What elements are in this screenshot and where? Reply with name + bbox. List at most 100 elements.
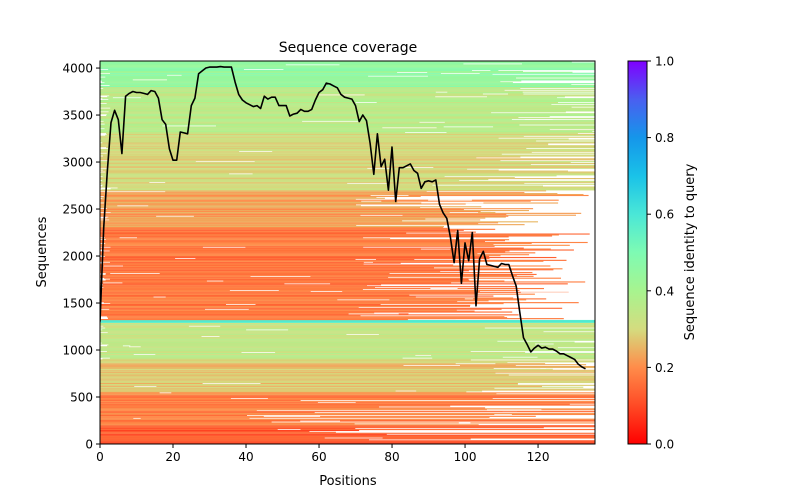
x-tick-label: 0 <box>96 450 104 464</box>
heatmap-row <box>100 110 595 112</box>
heatmap-row <box>100 162 571 164</box>
heatmap-row <box>100 359 471 361</box>
heatmap-row <box>100 236 509 238</box>
heatmap-row <box>100 397 595 399</box>
heatmap-gap <box>502 410 518 412</box>
colorbar-label: Sequence identity to query <box>683 163 698 340</box>
heatmap-gap <box>119 237 137 239</box>
heatmap-row <box>100 178 489 181</box>
heatmap-row <box>100 264 454 266</box>
heatmap-row <box>100 428 356 430</box>
heatmap-row <box>103 202 559 204</box>
heatmap-row <box>100 88 595 90</box>
heatmap-row <box>100 265 551 267</box>
heatmap-gap <box>395 390 417 392</box>
heatmap-row <box>100 336 595 338</box>
heatmap-row <box>101 189 595 191</box>
heatmap-row <box>100 280 505 282</box>
heatmap-gap <box>229 173 253 175</box>
heatmap-row <box>100 229 464 231</box>
heatmap-row <box>100 165 595 167</box>
heatmap-gap <box>403 365 460 366</box>
heatmap-row <box>100 258 415 260</box>
heatmap-row <box>100 130 595 132</box>
heatmap-row <box>100 409 595 411</box>
heatmap-row <box>101 281 586 283</box>
heatmap-row <box>100 397 493 400</box>
heatmap-row <box>100 414 247 416</box>
heatmap-row <box>106 115 595 117</box>
heatmap-gap <box>103 265 123 267</box>
heatmap-gap <box>347 182 387 184</box>
heatmap-row <box>100 287 544 290</box>
heatmap-row <box>100 299 527 301</box>
coverage-line <box>100 65 586 370</box>
heatmap-row <box>109 308 502 310</box>
heatmap-row <box>100 89 505 91</box>
heatmap-row <box>100 355 595 357</box>
heatmap-gap <box>370 194 409 196</box>
heatmap-row <box>100 366 595 369</box>
heatmap-row <box>100 365 595 368</box>
heatmap-row <box>100 181 595 183</box>
heatmap-row <box>100 78 595 80</box>
heatmap-row <box>100 333 595 335</box>
heatmap-row <box>100 173 595 175</box>
heatmap-row <box>100 231 476 233</box>
heatmap-row <box>107 345 595 347</box>
heatmap-row <box>100 125 595 127</box>
heatmap-row <box>105 134 595 136</box>
heatmap-row <box>100 122 595 124</box>
heatmap-row <box>109 84 595 87</box>
colorbar-tick-label: 0.2 <box>655 361 674 375</box>
heatmap-gap <box>149 181 166 183</box>
heatmap-row <box>100 225 444 228</box>
y-tick-label: 0 <box>85 438 93 452</box>
heatmap-row <box>100 350 595 352</box>
heatmap-row <box>100 379 595 381</box>
y-tick-label: 2000 <box>62 250 93 264</box>
heatmap-row <box>100 214 576 216</box>
heatmap-row <box>100 291 569 293</box>
heatmap-row <box>100 223 479 225</box>
heatmap-row <box>100 381 595 383</box>
heatmap-row <box>100 270 469 272</box>
heatmap-row <box>100 309 457 311</box>
heatmap-row <box>100 321 595 323</box>
heatmap-row <box>100 440 595 442</box>
heatmap-row <box>100 297 514 299</box>
heatmap-row <box>100 175 557 177</box>
heatmap-row <box>103 155 595 157</box>
heatmap-row <box>107 332 595 334</box>
heatmap-gap <box>285 64 340 66</box>
heatmap-gap <box>494 413 512 415</box>
heatmap-row <box>100 65 595 67</box>
coverage-heatmap <box>100 61 595 444</box>
heatmap-row <box>100 159 595 161</box>
heatmap-row <box>100 428 595 431</box>
colorbar-tick-label: 0.6 <box>655 208 674 222</box>
heatmap-gap <box>435 91 448 93</box>
heatmap-row <box>100 108 595 110</box>
heatmap-row <box>101 255 501 257</box>
heatmap-gap <box>167 74 182 76</box>
heatmap-gap <box>205 308 249 310</box>
heatmap-row <box>100 364 587 366</box>
heatmap-row <box>100 289 520 291</box>
heatmap-row <box>100 118 525 120</box>
colorbar-tick-label: 0.0 <box>655 438 674 452</box>
heatmap-gap <box>229 289 279 291</box>
heatmap-row <box>100 283 568 285</box>
heatmap-row <box>104 82 513 84</box>
heatmap-row <box>100 64 595 66</box>
heatmap-row <box>100 435 595 437</box>
heatmap-row <box>100 282 452 284</box>
heatmap-row <box>100 271 441 273</box>
heatmap-row <box>100 416 490 418</box>
y-tick-label: 1000 <box>62 344 93 358</box>
heatmap-gap <box>421 202 484 204</box>
heatmap-row <box>100 335 595 338</box>
heatmap-row <box>100 432 595 434</box>
heatmap-row <box>100 341 575 343</box>
